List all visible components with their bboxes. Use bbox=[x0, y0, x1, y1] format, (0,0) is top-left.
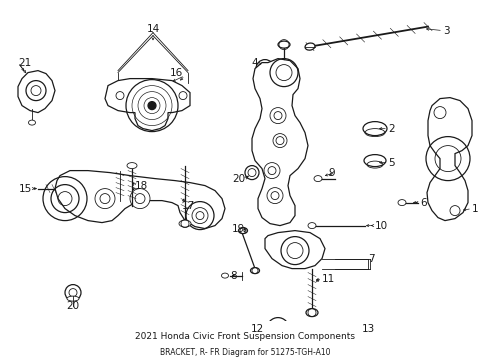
Ellipse shape bbox=[28, 120, 35, 125]
Circle shape bbox=[294, 325, 300, 332]
Text: 5: 5 bbox=[388, 158, 394, 168]
Ellipse shape bbox=[305, 43, 315, 50]
Ellipse shape bbox=[127, 163, 137, 168]
Ellipse shape bbox=[250, 267, 260, 274]
Text: 20: 20 bbox=[232, 174, 245, 184]
Text: 1: 1 bbox=[472, 204, 479, 213]
Ellipse shape bbox=[314, 176, 322, 181]
Text: 14: 14 bbox=[147, 24, 160, 33]
Circle shape bbox=[270, 108, 286, 123]
Circle shape bbox=[245, 166, 259, 180]
Text: 12: 12 bbox=[251, 324, 264, 334]
Polygon shape bbox=[252, 59, 308, 226]
Ellipse shape bbox=[364, 154, 386, 167]
Polygon shape bbox=[55, 171, 225, 229]
Text: 9: 9 bbox=[328, 168, 335, 177]
Circle shape bbox=[267, 188, 283, 204]
Text: 16: 16 bbox=[170, 68, 183, 78]
Text: 6: 6 bbox=[420, 198, 427, 208]
Ellipse shape bbox=[271, 332, 285, 337]
Text: 20: 20 bbox=[67, 301, 79, 311]
Circle shape bbox=[65, 285, 81, 301]
Circle shape bbox=[273, 134, 287, 148]
Circle shape bbox=[130, 189, 150, 208]
Ellipse shape bbox=[239, 228, 247, 234]
Text: 4: 4 bbox=[251, 58, 258, 68]
Ellipse shape bbox=[221, 273, 228, 278]
Ellipse shape bbox=[363, 122, 387, 136]
Polygon shape bbox=[265, 231, 325, 269]
Circle shape bbox=[264, 163, 280, 179]
Polygon shape bbox=[427, 98, 472, 221]
Text: 18: 18 bbox=[135, 181, 148, 190]
Polygon shape bbox=[105, 78, 190, 131]
Text: 10: 10 bbox=[375, 221, 388, 231]
Circle shape bbox=[267, 318, 289, 339]
Text: BRACKET, R- FR Diagram for 51275-TGH-A10: BRACKET, R- FR Diagram for 51275-TGH-A10 bbox=[160, 348, 330, 357]
Circle shape bbox=[256, 60, 274, 78]
Circle shape bbox=[95, 189, 115, 208]
Ellipse shape bbox=[308, 222, 316, 229]
Ellipse shape bbox=[398, 199, 406, 206]
Ellipse shape bbox=[67, 296, 79, 301]
Text: 13: 13 bbox=[362, 324, 375, 334]
Ellipse shape bbox=[306, 309, 318, 316]
Text: 11: 11 bbox=[322, 274, 335, 284]
Polygon shape bbox=[18, 71, 55, 113]
Text: 7: 7 bbox=[368, 253, 375, 264]
Circle shape bbox=[148, 102, 156, 109]
Text: 3: 3 bbox=[443, 26, 450, 36]
Text: 15: 15 bbox=[19, 184, 32, 194]
Ellipse shape bbox=[179, 220, 191, 227]
Text: 8: 8 bbox=[230, 271, 237, 280]
Text: 2021 Honda Civic Front Suspension Components: 2021 Honda Civic Front Suspension Compon… bbox=[135, 332, 355, 341]
Text: 21: 21 bbox=[18, 58, 31, 68]
Text: 2: 2 bbox=[388, 123, 394, 134]
Ellipse shape bbox=[278, 41, 290, 48]
Ellipse shape bbox=[89, 186, 97, 192]
Text: 19: 19 bbox=[232, 224, 245, 234]
Text: 17: 17 bbox=[182, 201, 195, 211]
